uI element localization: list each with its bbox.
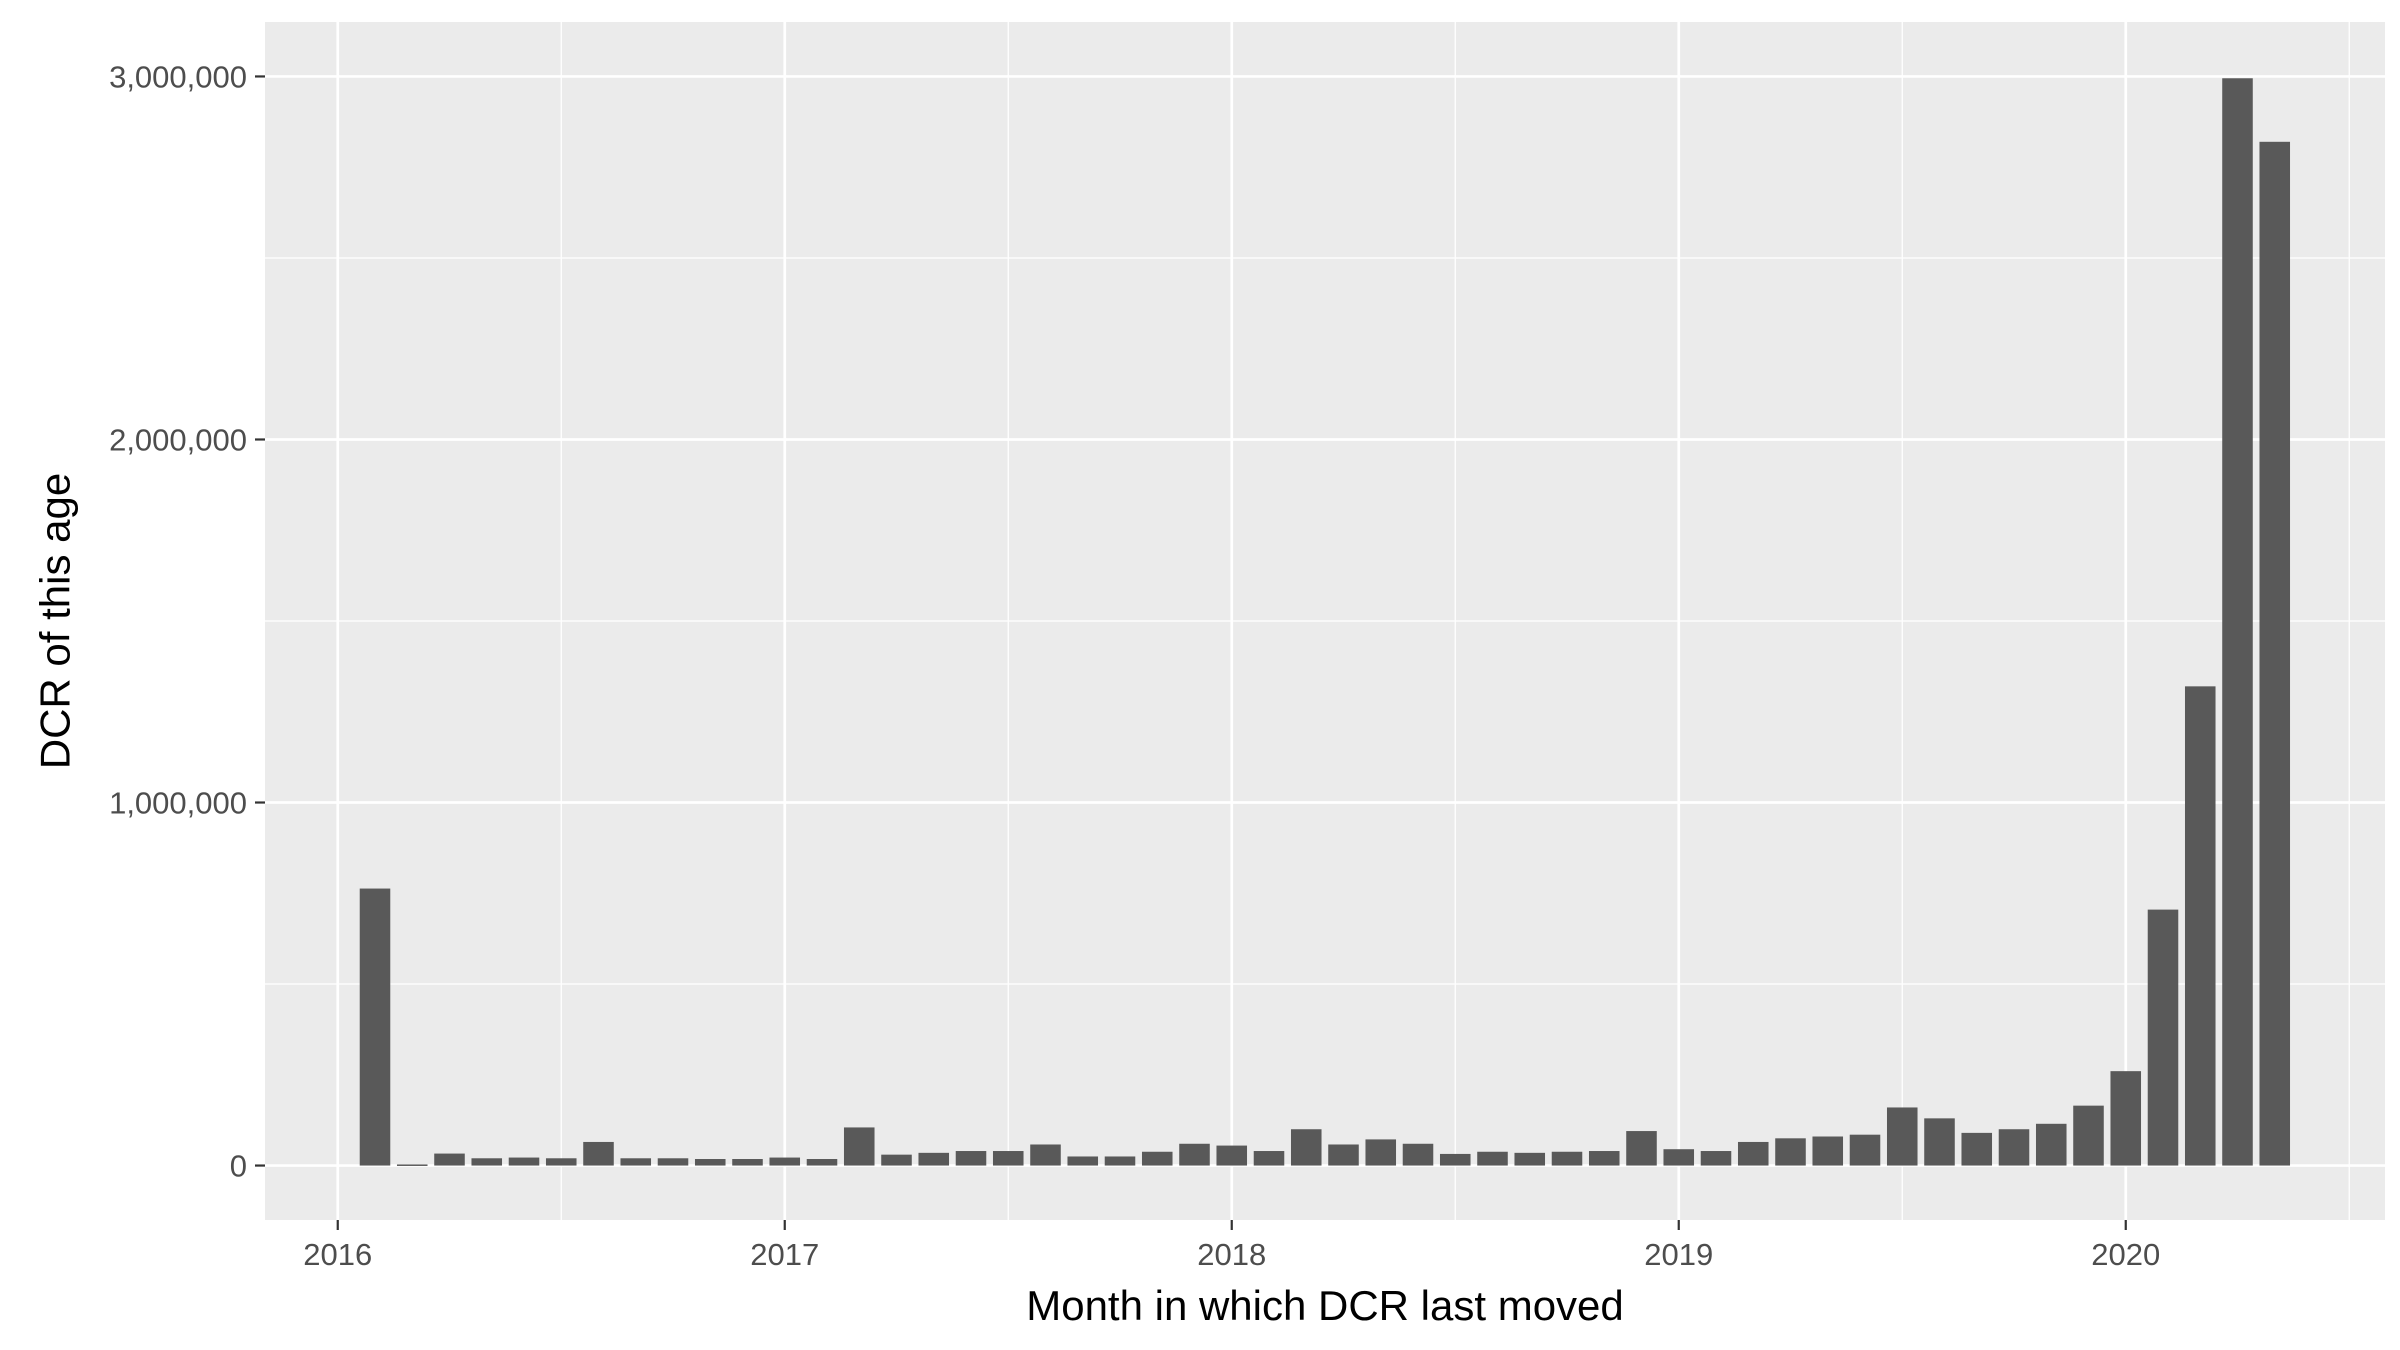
minor-gridlines xyxy=(265,22,2385,1220)
y-tick-label: 2,000,000 xyxy=(109,422,247,457)
y-tick-label: 3,000,000 xyxy=(109,59,247,94)
y-axis-title: DCR of this age xyxy=(32,473,79,769)
bar xyxy=(1700,1151,1732,1166)
bar xyxy=(1626,1131,1657,1166)
bar xyxy=(2110,1071,2142,1166)
major-gridlines xyxy=(265,22,2385,1220)
bar xyxy=(396,1164,428,1166)
y-tick-label: 1,000,000 xyxy=(109,786,247,821)
bar xyxy=(881,1154,912,1166)
bar xyxy=(620,1158,652,1166)
bars xyxy=(359,78,2291,1166)
bar xyxy=(1365,1139,1397,1166)
bar xyxy=(1514,1152,1546,1166)
bar xyxy=(694,1159,726,1166)
x-tick-label: 2018 xyxy=(1197,1237,1266,1272)
x-tick-label: 2017 xyxy=(750,1237,819,1272)
x-tick-label: 2016 xyxy=(303,1237,372,1272)
bar xyxy=(1104,1156,1136,1166)
bar xyxy=(434,1153,465,1166)
y-axis: 0 1,000,000 2,000,000 3,000,000 xyxy=(109,59,265,1184)
bar xyxy=(583,1141,614,1166)
bar xyxy=(1290,1129,1322,1166)
y-tick-label: 0 xyxy=(230,1149,247,1184)
bar xyxy=(2147,909,2179,1166)
bar xyxy=(955,1151,987,1166)
bar xyxy=(1253,1151,1285,1166)
bar xyxy=(1812,1136,1844,1166)
bar xyxy=(769,1157,801,1166)
bar xyxy=(657,1158,689,1166)
bar xyxy=(471,1158,503,1166)
bar xyxy=(2184,686,2216,1166)
bar xyxy=(545,1158,577,1166)
bar xyxy=(508,1157,540,1166)
x-tick-label: 2019 xyxy=(1644,1237,1713,1272)
bar xyxy=(359,888,391,1166)
bar xyxy=(2073,1105,2104,1166)
x-tick-label: 2020 xyxy=(2091,1237,2160,1272)
bar xyxy=(1216,1145,1248,1166)
bar xyxy=(1141,1151,1173,1166)
bar xyxy=(2035,1123,2067,1166)
bar xyxy=(1886,1107,1918,1166)
bar xyxy=(1402,1143,1434,1166)
bar xyxy=(732,1159,763,1166)
bar xyxy=(2259,141,2291,1166)
bar xyxy=(1775,1138,1806,1166)
bar xyxy=(1067,1156,1099,1166)
bar xyxy=(1961,1132,1993,1166)
bar xyxy=(1328,1144,1359,1166)
bar xyxy=(1998,1129,2030,1166)
bar xyxy=(1030,1144,1061,1166)
bar xyxy=(1849,1134,1881,1166)
bar xyxy=(1588,1151,1620,1166)
bar xyxy=(843,1127,875,1166)
bar xyxy=(1551,1151,1583,1166)
bar xyxy=(1477,1151,1508,1166)
bar xyxy=(1924,1118,1955,1166)
x-axis: 2016 2017 2018 2019 2020 xyxy=(303,1220,2160,1272)
bar xyxy=(1179,1143,1210,1166)
bar xyxy=(992,1151,1024,1166)
bar xyxy=(1663,1149,1695,1166)
bar xyxy=(1439,1153,1471,1166)
bar xyxy=(918,1152,950,1166)
bar xyxy=(1737,1141,1769,1166)
bar xyxy=(2222,78,2253,1166)
bar xyxy=(806,1159,838,1166)
x-axis-title: Month in which DCR last moved xyxy=(1026,1282,1624,1329)
